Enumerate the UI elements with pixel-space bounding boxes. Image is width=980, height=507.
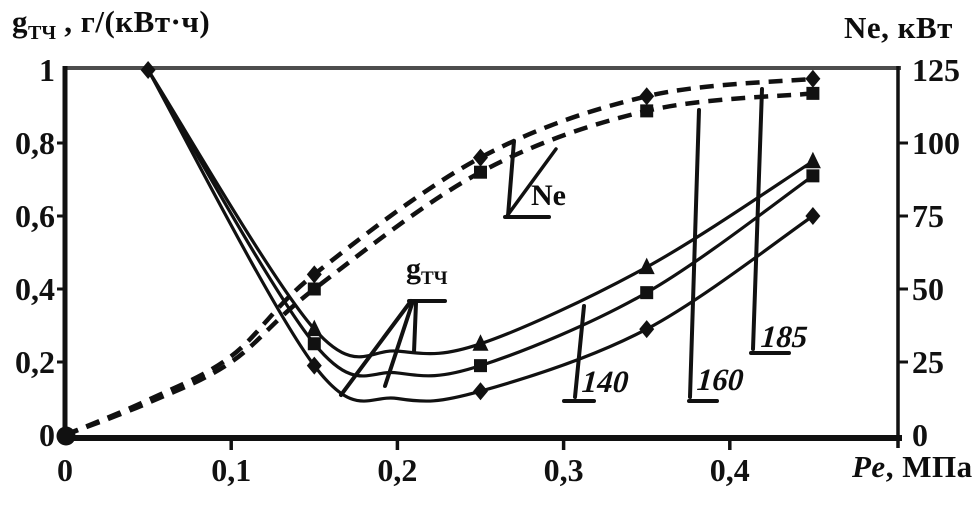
square-marker [307, 337, 321, 351]
leader-l185 [751, 87, 764, 351]
leader-l140 [573, 304, 586, 399]
right-axis-title: Ne, кВт [844, 10, 953, 45]
x-tick-label: 0,1 [211, 452, 251, 488]
square-marker [806, 86, 820, 100]
y-left-tick-label: 0,4 [15, 271, 55, 307]
origin-marker [56, 426, 76, 446]
curve-gtch-lower [146, 69, 814, 403]
y-left-tick-label: 0,6 [15, 198, 55, 234]
left-axis-title: gТЧ , г/(кВт·ч) [12, 6, 210, 43]
leader-gtch-leader-2 [383, 299, 415, 388]
y-left-tick-label: 1 [39, 52, 55, 88]
y-right-tick-label: 25 [912, 344, 944, 380]
curve-ne-upper [64, 76, 814, 438]
diamond-marker [306, 356, 322, 375]
diamond-marker [473, 382, 488, 401]
y-right-tick-label: 125 [912, 52, 960, 88]
y-left-tick-label: 0,8 [15, 125, 55, 161]
diamond-marker [805, 69, 821, 88]
curve-label-185: 185 [759, 319, 809, 354]
y-right-tick-label: 75 [912, 198, 944, 234]
square-marker [474, 165, 487, 179]
diamond-marker [140, 61, 156, 79]
left-axis-title-subscript: ТЧ [28, 22, 57, 44]
diamond-marker [473, 148, 488, 167]
diamond-marker [805, 207, 821, 225]
square-marker [806, 169, 820, 183]
curve-gtch-upper [146, 69, 814, 359]
triangle-marker [804, 151, 821, 169]
square-marker [640, 104, 654, 118]
y-right-tick-label: 100 [912, 125, 960, 161]
x-tick-label: 0,2 [377, 452, 417, 488]
square-marker [640, 286, 654, 300]
x-axis-title-symbol: Pe [852, 449, 886, 484]
series-label-ne: Ne [531, 179, 566, 212]
x-axis-title-units: , МПа [885, 449, 973, 484]
y-right-tick-label: 50 [912, 271, 944, 307]
curve-gtch-middle [146, 69, 814, 378]
curve-label-140: 140 [580, 364, 630, 399]
series-label-gtch-symbol: g [406, 252, 421, 285]
x-axis-title: Pe, МПа [852, 451, 973, 482]
square-marker [474, 359, 487, 373]
leader-gtch-leader-1 [339, 299, 413, 397]
left-axis-title-units: , г/(кВт·ч) [56, 4, 211, 39]
x-tick-label: 0,3 [544, 452, 584, 488]
series-label-gtch-subscript: ТЧ [421, 268, 448, 289]
curve-label-160: 160 [695, 362, 745, 397]
diamond-marker [639, 87, 655, 106]
y-left-tick-label: 0,2 [15, 344, 55, 380]
square-marker [307, 282, 321, 296]
x-tick-label: 0,4 [710, 452, 750, 488]
diamond-marker [306, 265, 322, 284]
triangle-marker [638, 257, 655, 275]
leader-ne-leader-2 [505, 147, 558, 218]
y-left-tick-label: 0 [39, 417, 55, 453]
diamond-marker [639, 320, 655, 339]
left-axis-title-symbol: g [12, 4, 28, 39]
y-right-tick-label: 0 [912, 417, 928, 453]
leader-ne-leader-1 [506, 139, 516, 218]
leader-gtch-leader-3 [412, 301, 418, 354]
leader-l160 [688, 108, 701, 399]
triangle-marker [472, 334, 489, 351]
series-label-gtch: gТЧ [406, 252, 448, 289]
x-tick-label: 0 [57, 452, 73, 488]
triangle-marker [306, 319, 323, 337]
